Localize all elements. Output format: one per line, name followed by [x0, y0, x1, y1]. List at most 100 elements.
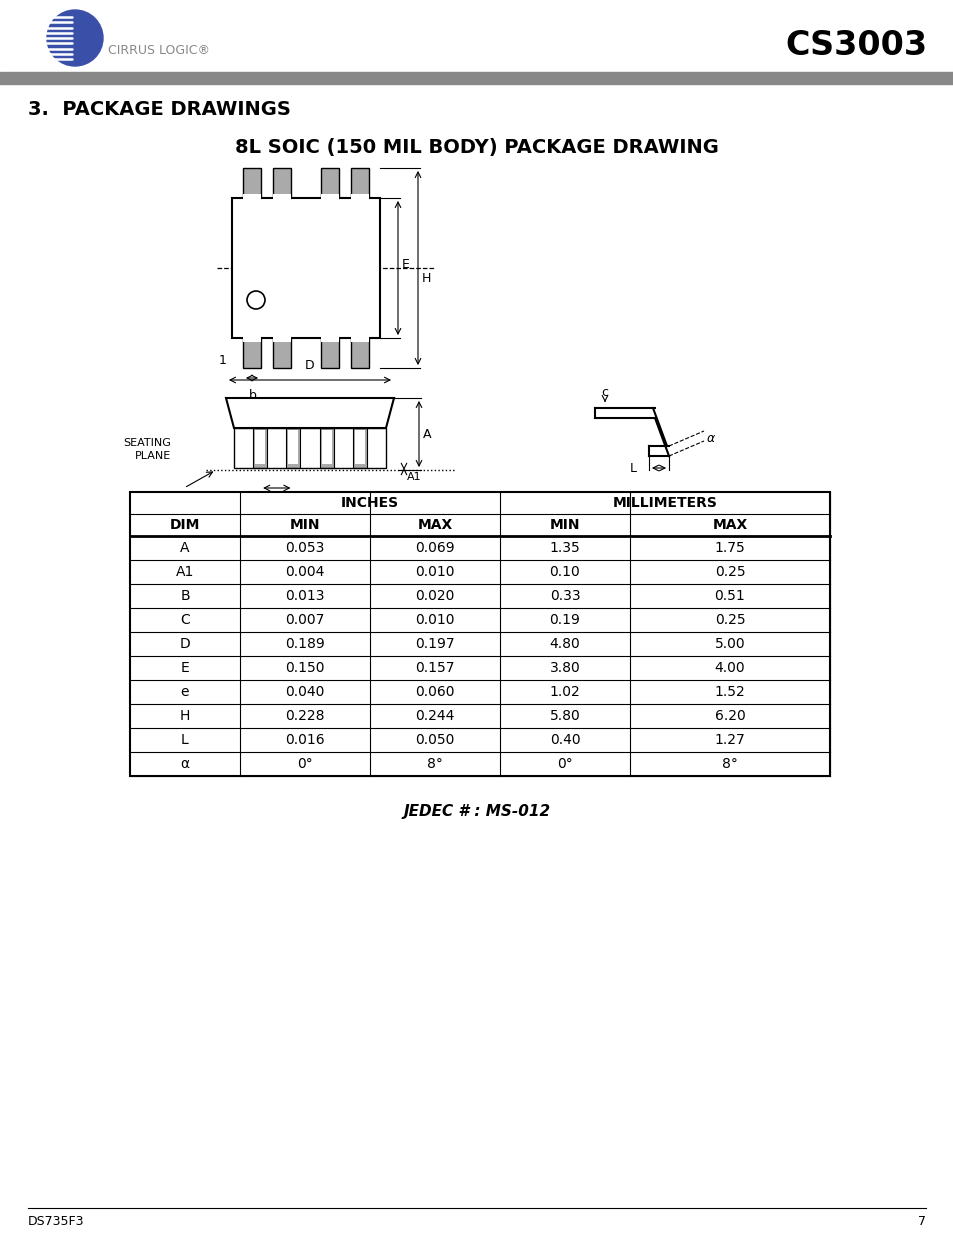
Text: 0.197: 0.197 — [415, 637, 455, 651]
Text: 5.00: 5.00 — [714, 637, 744, 651]
Text: B: B — [180, 589, 190, 603]
Text: 4.80: 4.80 — [549, 637, 579, 651]
Text: DS735F3: DS735F3 — [28, 1215, 85, 1229]
Text: H: H — [179, 709, 190, 722]
Text: 0°: 0° — [557, 757, 572, 771]
Text: MAX: MAX — [712, 517, 747, 532]
Text: L: L — [181, 734, 189, 747]
Bar — [273, 194, 291, 200]
Text: 8°: 8° — [721, 757, 738, 771]
Text: 0.053: 0.053 — [285, 541, 324, 555]
Text: b: b — [249, 389, 256, 403]
Bar — [320, 168, 338, 198]
Bar — [351, 336, 369, 342]
Bar — [243, 194, 261, 200]
Bar — [351, 168, 369, 198]
Bar — [320, 338, 338, 368]
Text: 1.75: 1.75 — [714, 541, 744, 555]
Bar — [253, 429, 267, 468]
Text: 1.35: 1.35 — [549, 541, 579, 555]
Bar — [351, 194, 369, 200]
Text: 0.004: 0.004 — [285, 564, 324, 579]
Bar — [288, 430, 298, 464]
Text: 0.050: 0.050 — [415, 734, 455, 747]
Text: e: e — [273, 496, 280, 510]
Text: H: H — [421, 272, 431, 284]
Bar — [0, 72, 953, 84]
Bar — [286, 429, 300, 468]
Text: 4.00: 4.00 — [714, 661, 744, 676]
Text: 0.25: 0.25 — [714, 613, 744, 627]
Bar — [130, 492, 829, 776]
Text: 0.013: 0.013 — [285, 589, 324, 603]
Text: A1: A1 — [175, 564, 194, 579]
Bar — [243, 168, 261, 198]
Text: 1.02: 1.02 — [549, 685, 579, 699]
Bar — [255, 430, 265, 464]
Bar — [243, 336, 261, 342]
Text: SEATING
PLANE: SEATING PLANE — [123, 438, 171, 461]
Text: CIRRUS LOGIC®: CIRRUS LOGIC® — [108, 43, 210, 57]
Text: 0.069: 0.069 — [415, 541, 455, 555]
Text: MAX: MAX — [416, 517, 452, 532]
Text: 3.80: 3.80 — [549, 661, 579, 676]
Text: 0.51: 0.51 — [714, 589, 744, 603]
Text: 8°: 8° — [427, 757, 442, 771]
Text: 3.  PACKAGE DRAWINGS: 3. PACKAGE DRAWINGS — [28, 100, 291, 119]
Bar — [232, 198, 379, 338]
Text: 8L SOIC (150 MIL BODY) PACKAGE DRAWING: 8L SOIC (150 MIL BODY) PACKAGE DRAWING — [234, 138, 719, 157]
Text: α: α — [180, 757, 190, 771]
Text: 0.10: 0.10 — [549, 564, 579, 579]
Text: 0.040: 0.040 — [285, 685, 324, 699]
Bar — [353, 429, 366, 468]
Text: 0.007: 0.007 — [285, 613, 324, 627]
Text: A: A — [422, 427, 431, 441]
Bar — [321, 430, 332, 464]
Text: 1.27: 1.27 — [714, 734, 744, 747]
Text: A: A — [180, 541, 190, 555]
Bar — [351, 338, 369, 368]
Text: D: D — [179, 637, 191, 651]
Text: 1: 1 — [219, 353, 227, 367]
Text: E: E — [180, 661, 190, 676]
Text: 0.244: 0.244 — [415, 709, 455, 722]
Circle shape — [47, 10, 103, 65]
Bar — [273, 168, 291, 198]
Bar — [243, 338, 261, 368]
Text: CS3003: CS3003 — [785, 28, 927, 62]
Text: A1: A1 — [407, 472, 421, 482]
Text: INCHES: INCHES — [340, 496, 398, 510]
Bar — [320, 336, 338, 342]
Text: c: c — [601, 387, 608, 399]
Text: 0.189: 0.189 — [285, 637, 325, 651]
Text: MIN: MIN — [549, 517, 579, 532]
Text: 0.157: 0.157 — [415, 661, 455, 676]
Text: DIM: DIM — [170, 517, 200, 532]
Text: α: α — [706, 431, 715, 445]
Text: 0°: 0° — [296, 757, 313, 771]
Text: D: D — [305, 359, 314, 372]
Bar — [319, 429, 334, 468]
Text: 7: 7 — [917, 1215, 925, 1229]
Bar — [273, 336, 291, 342]
Text: 0.33: 0.33 — [549, 589, 579, 603]
Bar — [233, 429, 386, 468]
Text: 1.52: 1.52 — [714, 685, 744, 699]
Text: 0.010: 0.010 — [415, 564, 455, 579]
Text: 6.20: 6.20 — [714, 709, 744, 722]
Polygon shape — [226, 398, 394, 429]
Text: 0.40: 0.40 — [549, 734, 579, 747]
Text: 0.19: 0.19 — [549, 613, 579, 627]
Bar — [320, 194, 338, 200]
Text: 5.80: 5.80 — [549, 709, 579, 722]
Text: 0.020: 0.020 — [415, 589, 455, 603]
Text: MIN: MIN — [290, 517, 320, 532]
Text: MILLIMETERS: MILLIMETERS — [612, 496, 717, 510]
Text: e: e — [180, 685, 189, 699]
Text: E: E — [401, 258, 410, 270]
Bar — [273, 338, 291, 368]
Text: C: C — [180, 613, 190, 627]
Text: 0.228: 0.228 — [285, 709, 324, 722]
Bar — [355, 430, 364, 464]
Text: 0.060: 0.060 — [415, 685, 455, 699]
